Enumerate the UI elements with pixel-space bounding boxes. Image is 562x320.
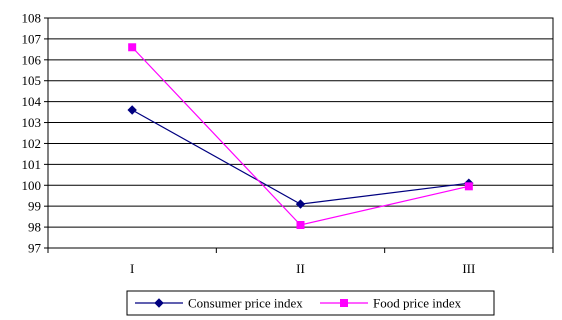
data-point (464, 182, 473, 191)
y-tick-label: 100 (22, 178, 42, 193)
data-point (295, 199, 306, 209)
series-group (127, 43, 474, 229)
x-category-label: III (462, 261, 475, 276)
data-point (127, 105, 137, 115)
legend-label: Consumer price index (188, 296, 303, 311)
y-tick-label: 105 (22, 73, 42, 88)
legend-box (126, 290, 495, 316)
x-axis-categories: I II III (47, 248, 554, 276)
legend-swatch-marker (154, 298, 164, 308)
data-point (296, 221, 305, 229)
y-tick-label: 107 (22, 31, 42, 46)
series-line-2 (131, 46, 469, 226)
plot-area-border (47, 17, 554, 249)
legend-swatch-marker (340, 299, 348, 307)
y-tick-label: 103 (22, 115, 42, 130)
series-line-1 (131, 109, 469, 205)
y-tick-label: 106 (22, 52, 42, 67)
gridlines (48, 17, 553, 249)
x-category-label: I (130, 261, 134, 276)
axes (47, 17, 554, 249)
legend-label: Food price index (373, 296, 462, 311)
y-tick-label: 101 (22, 157, 42, 172)
x-category-label: II (296, 261, 305, 276)
y-tick-label: 102 (22, 136, 42, 151)
y-axis-ticks: 97 98 99 100 101 102 103 104 105 106 107 108 (22, 11, 48, 256)
y-tick-label: 99 (28, 199, 41, 214)
legend: Consumer price index Food price index (126, 290, 495, 316)
y-tick-label: 108 (22, 11, 42, 26)
data-point (128, 43, 137, 52)
y-tick-label: 104 (22, 94, 42, 109)
y-tick-label: 98 (28, 220, 41, 235)
y-tick-label: 97 (28, 241, 42, 256)
